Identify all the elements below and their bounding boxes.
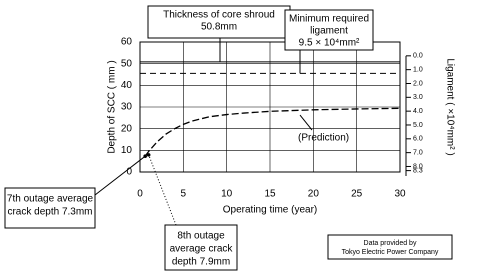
x-tick-label: 20 [308,189,320,200]
y2-tick-label: 3.0 [413,94,423,101]
prediction-line [144,107,401,157]
y-axis-title: Depth of SCC ( mm ) [107,60,118,153]
annotation-text: depth 7.9mm [172,257,230,268]
annotation-text: 8th outage [177,231,225,242]
y2-tick-label: 2.0 [413,80,423,87]
annotation-text: average crack [170,244,234,255]
y-tick-label: 20 [121,123,133,134]
annotation-box [147,5,291,39]
y2-tick-label: 8.0 [413,163,423,170]
y2-tick-label: 5.0 [413,122,423,129]
annotation-text: 7th outage average [7,194,94,205]
x-tick-label: 25 [351,189,363,200]
annotation-text: Minimum required [289,14,369,25]
x-tick-label: 5 [181,189,187,200]
annotation-text: 50.8mm [201,22,237,33]
x-tick-label: 10 [221,189,233,200]
plot-frame [139,41,401,173]
x-tick-label: 15 [264,189,276,200]
y-tick-label: 60 [121,37,133,48]
annotation-text: crack depth 7.3mm [7,207,92,218]
annotation-text: Thickness of core shroud [163,10,275,21]
annotation-text: ligament [310,26,348,37]
annotation-text: 9.5 × 10⁴mm² [299,38,360,49]
y2-tick-label: 1.0 [413,67,423,74]
annotation-box [4,187,96,229]
source-box [327,234,453,260]
y-tick-label: 50 [121,58,133,69]
x-tick-label: 30 [394,189,406,200]
annotation-box [284,9,374,51]
y2-tick-label: 0.0 [413,53,423,60]
y-tick-label: 10 [121,145,133,156]
annotation-pointer [299,114,313,131]
x-axis-title: Operating time (year) [223,205,317,216]
data-point [146,153,151,157]
y-tick-label: 30 [121,102,133,113]
series-label: (Prediction) [298,133,349,144]
annotation-pointer [94,155,146,196]
y2-tick-label: 6.0 [413,136,423,143]
x-tick-label: 0 [137,189,143,200]
source-text: Tokyo Electric Power Company [342,249,439,256]
annotation-box [164,224,238,271]
y2-tick-label: 7.0 [413,149,423,156]
data-point [143,154,147,158]
source-text: Data provided by [364,240,417,247]
y2-tick-label: 8.3 [413,167,423,174]
annotation-pointer [148,154,177,226]
y-tick-label: 0 [126,167,132,178]
y-tick-label: 40 [121,80,133,91]
y2-axis-title: Ligament ( ×10⁴mm² ) [444,58,455,155]
y2-tick-label: 4.0 [413,108,423,115]
